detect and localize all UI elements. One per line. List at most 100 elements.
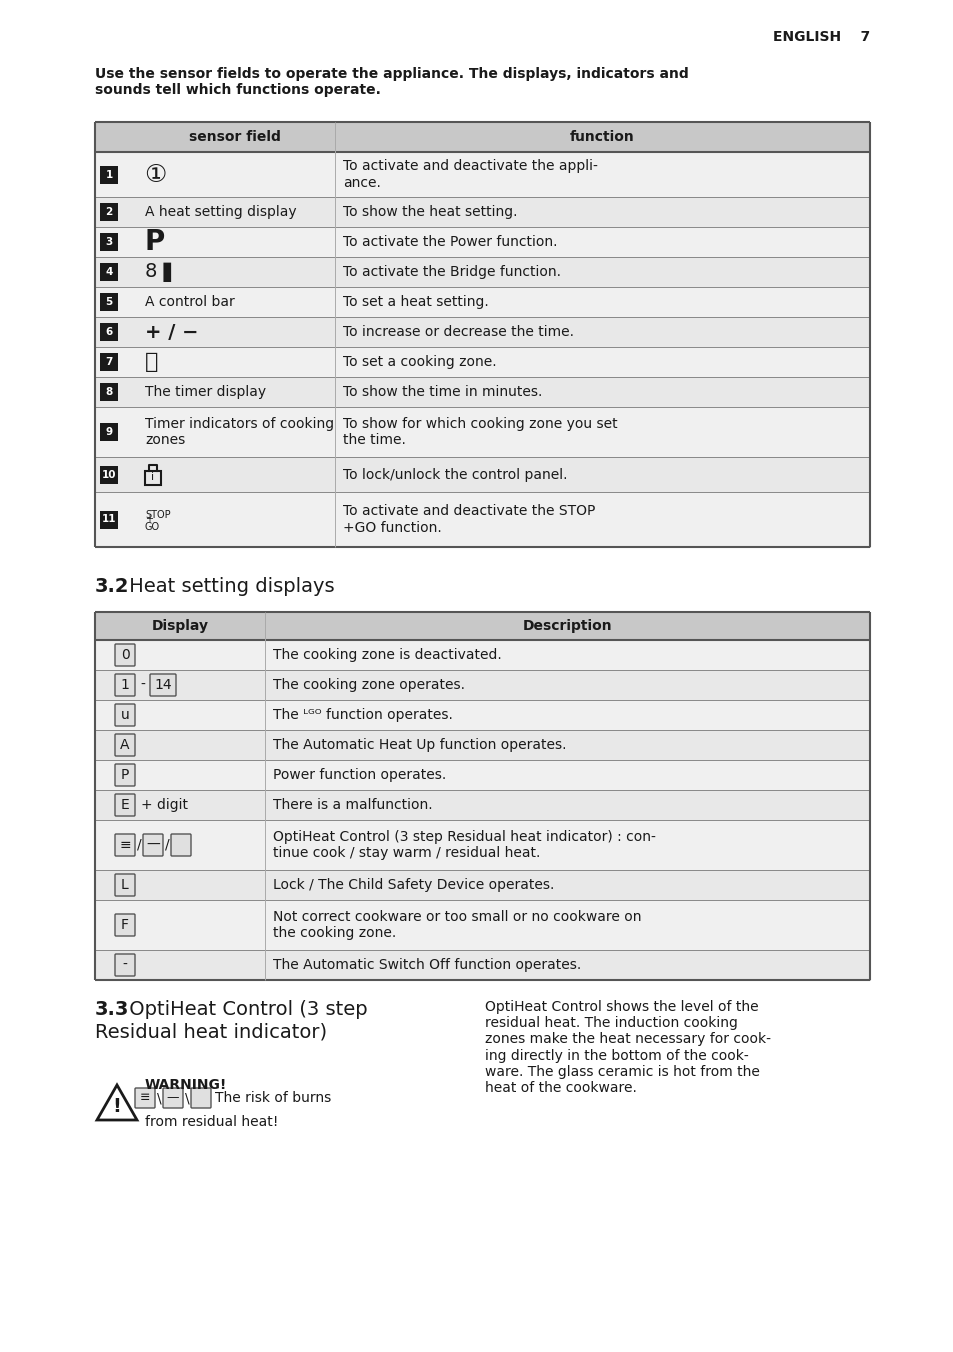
Text: GO: GO (145, 522, 160, 531)
Text: 9: 9 (106, 427, 112, 437)
FancyBboxPatch shape (143, 834, 163, 856)
Text: u: u (120, 708, 130, 722)
Text: To show the time in minutes.: To show the time in minutes. (343, 385, 542, 399)
Text: STOP: STOP (145, 510, 171, 519)
Bar (100, 465, 118, 484)
Text: OptiHeat Control shows the level of the
residual heat. The induction cooking
zon: OptiHeat Control shows the level of the … (484, 1000, 770, 1095)
Text: A heat setting display: A heat setting display (145, 206, 296, 219)
Text: —: — (167, 1091, 179, 1105)
FancyBboxPatch shape (115, 704, 135, 726)
FancyBboxPatch shape (163, 1088, 183, 1109)
Bar (100, 264, 118, 281)
Text: Description: Description (522, 619, 612, 633)
Text: To set a heat setting.: To set a heat setting. (343, 295, 488, 310)
Bar (95, 227, 869, 257)
Text: The cooking zone operates.: The cooking zone operates. (273, 677, 464, 692)
Text: 7: 7 (105, 357, 112, 366)
Text: 6: 6 (105, 327, 112, 337)
Text: 3.3: 3.3 (95, 1000, 130, 1019)
Text: Heat setting displays: Heat setting displays (123, 577, 335, 596)
Text: Not correct cookware or too small or no cookware on
the cooking zone.: Not correct cookware or too small or no … (273, 910, 640, 940)
Bar (95, 730, 869, 760)
Text: To activate the Power function.: To activate the Power function. (343, 235, 557, 249)
Text: To increase or decrease the time.: To increase or decrease the time. (343, 324, 574, 339)
FancyBboxPatch shape (135, 1088, 154, 1109)
Bar (95, 151, 869, 197)
FancyBboxPatch shape (115, 834, 135, 856)
Text: 1: 1 (105, 169, 112, 180)
FancyBboxPatch shape (115, 734, 135, 756)
Bar (95, 316, 869, 347)
Text: To show the heat setting.: To show the heat setting. (343, 206, 517, 219)
Bar (95, 287, 869, 316)
Text: 2: 2 (105, 207, 112, 218)
Text: The timer display: The timer display (145, 385, 266, 399)
Text: 8 ▌: 8 ▌ (145, 262, 178, 281)
Bar (95, 407, 869, 457)
Bar (145, 470, 161, 484)
Text: 11: 11 (102, 515, 116, 525)
Bar (100, 165, 118, 184)
Text: F: F (121, 918, 129, 932)
Text: OptiHeat Control (3 step Residual heat indicator) : con-
tinue cook / stay warm : OptiHeat Control (3 step Residual heat i… (273, 830, 656, 860)
FancyBboxPatch shape (115, 955, 135, 976)
Text: -: - (140, 677, 145, 692)
Text: 14: 14 (154, 677, 172, 692)
Text: /: / (165, 838, 169, 852)
FancyBboxPatch shape (150, 675, 175, 696)
Bar (95, 869, 869, 900)
Text: There is a malfunction.: There is a malfunction. (273, 798, 432, 813)
Text: function: function (570, 130, 634, 145)
FancyBboxPatch shape (115, 914, 135, 936)
Text: 0: 0 (120, 648, 130, 662)
Text: \: \ (156, 1091, 161, 1105)
Text: P: P (145, 228, 165, 256)
Text: 10: 10 (102, 469, 116, 480)
Bar (95, 457, 869, 492)
Bar (95, 122, 869, 151)
Text: Use the sensor fields to operate the appliance. The displays, indicators and
sou: Use the sensor fields to operate the app… (95, 68, 688, 97)
Text: The Automatic Heat Up function operates.: The Automatic Heat Up function operates. (273, 738, 566, 752)
Text: To lock/unlock the control panel.: To lock/unlock the control panel. (343, 468, 567, 481)
Bar (95, 821, 869, 869)
Text: OptiHeat Control (3 step: OptiHeat Control (3 step (123, 1000, 367, 1019)
Bar (100, 233, 118, 251)
Bar (95, 347, 869, 377)
Bar (95, 377, 869, 407)
Bar (95, 700, 869, 730)
FancyBboxPatch shape (115, 873, 135, 896)
Text: The cooking zone is deactivated.: The cooking zone is deactivated. (273, 648, 501, 662)
Bar (95, 671, 869, 700)
Text: The risk of burns: The risk of burns (214, 1091, 331, 1105)
Text: To activate the Bridge function.: To activate the Bridge function. (343, 265, 560, 279)
Text: ≡: ≡ (139, 1091, 150, 1105)
Text: —: — (146, 838, 160, 852)
Text: + digit: + digit (141, 798, 188, 813)
Bar (100, 203, 118, 220)
Text: E: E (120, 798, 130, 813)
Text: To set a cooking zone.: To set a cooking zone. (343, 356, 497, 369)
Text: Lock / The Child Safety Device operates.: Lock / The Child Safety Device operates. (273, 877, 554, 892)
Text: 3: 3 (105, 237, 112, 247)
Text: +: + (145, 515, 152, 525)
Text: /: / (136, 838, 141, 852)
FancyBboxPatch shape (115, 675, 135, 696)
Text: A: A (120, 738, 130, 752)
Text: WARNING!: WARNING! (145, 1078, 227, 1092)
Bar (95, 257, 869, 287)
Text: -: - (122, 959, 128, 972)
Bar (100, 353, 118, 370)
Text: 8: 8 (105, 387, 112, 397)
Text: ⏰: ⏰ (145, 352, 158, 372)
Text: 5: 5 (105, 297, 112, 307)
Text: The ᴸᴳᴼ function operates.: The ᴸᴳᴼ function operates. (273, 708, 453, 722)
Text: To show for which cooking zone you set
the time.: To show for which cooking zone you set t… (343, 416, 617, 448)
Bar (95, 492, 869, 548)
Bar (95, 900, 869, 950)
Bar (95, 639, 869, 671)
Text: Display: Display (152, 619, 209, 633)
Bar (95, 790, 869, 821)
Bar (100, 323, 118, 341)
Text: 3.2: 3.2 (95, 577, 130, 596)
Text: \: \ (185, 1091, 189, 1105)
